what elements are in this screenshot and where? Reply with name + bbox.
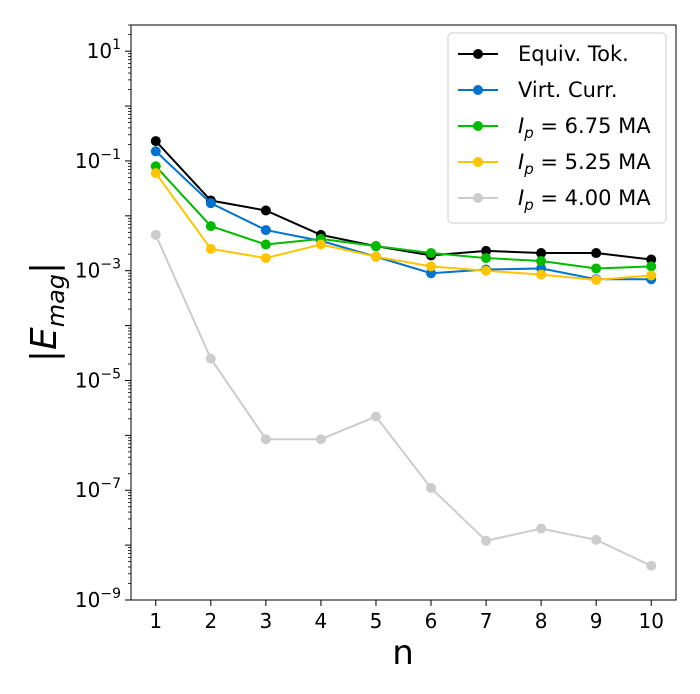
x-tick-label: 1: [149, 609, 162, 633]
y-tick-label: 10−1: [75, 147, 121, 173]
data-point: [591, 248, 602, 259]
data-point: [315, 239, 326, 250]
x-tick-label: 8: [535, 609, 548, 633]
data-point: [315, 434, 326, 445]
data-point: [646, 560, 657, 571]
x-tick-label: 7: [480, 609, 493, 633]
x-tick-label: 4: [315, 609, 328, 633]
legend-marker: [473, 157, 483, 167]
data-point: [205, 221, 216, 232]
y-tick-label: 10−3: [75, 257, 121, 283]
data-point: [150, 161, 161, 172]
legend-label: Ip = 4.00 MA: [518, 186, 651, 214]
data-point: [481, 253, 492, 264]
x-tick-label: 3: [260, 609, 273, 633]
data-point: [536, 248, 547, 259]
data-point: [426, 261, 437, 272]
data-point: [150, 229, 161, 240]
data-point: [536, 256, 547, 267]
legend-label: Equiv. Tok.: [518, 42, 629, 66]
data-point: [150, 136, 161, 147]
series-line: [154, 234, 652, 567]
x-tick-label: 5: [370, 609, 383, 633]
data-point: [481, 265, 492, 276]
data-point: [536, 523, 547, 534]
x-tick-label: 2: [204, 609, 217, 633]
data-point: [260, 205, 271, 216]
data-point: [646, 261, 657, 272]
data-point: [536, 269, 547, 280]
svg-text:|Emag|: |Emag|: [24, 262, 70, 362]
legend-item: Virt. Curr.: [458, 78, 618, 102]
series-line: [155, 165, 652, 270]
data-point: [481, 245, 492, 256]
x-axis-label: n: [392, 633, 414, 673]
legend-item: Ip = 5.25 MA: [458, 150, 651, 178]
data-point: [591, 274, 602, 285]
data-point: [205, 198, 216, 209]
series-line: [155, 140, 652, 261]
legend-label: Ip = 6.75 MA: [518, 114, 651, 142]
data-point: [646, 254, 657, 265]
data-point: [150, 146, 161, 157]
data-point: [205, 353, 216, 364]
data-point: [260, 434, 271, 445]
series-3: [150, 161, 657, 274]
data-point: [205, 243, 216, 254]
legend-marker: [473, 85, 483, 95]
y-tick-label: 10−7: [75, 476, 121, 502]
legend: Equiv. Tok. Virt. Curr. Ip = 6.75 MA Ip = 5…: [447, 32, 667, 224]
y-tick-label: 10−9: [75, 586, 121, 612]
legend-box: [447, 32, 667, 224]
data-point: [260, 239, 271, 250]
x-tick-label: 6: [425, 609, 438, 633]
legend-item: Equiv. Tok.: [458, 42, 629, 66]
y-tick-label: 101: [87, 37, 121, 63]
y-tick-label: 10−5: [75, 366, 121, 392]
data-point: [481, 535, 492, 546]
y-axis-label: |Emag|: [24, 262, 70, 362]
data-point: [370, 411, 381, 422]
plot-frame: [130, 24, 677, 601]
series-line: [155, 150, 652, 281]
data-point: [426, 268, 437, 279]
series-line: [154, 172, 652, 281]
data-point: [646, 270, 657, 281]
legend-label: Virt. Curr.: [518, 78, 618, 102]
data-point: [426, 248, 437, 259]
data-point: [370, 241, 381, 252]
legend-marker: [473, 193, 483, 203]
legend-label: Ip = 5.25 MA: [518, 150, 651, 178]
data-point: [591, 534, 602, 545]
series-4: [150, 168, 657, 285]
data-point: [426, 482, 437, 493]
x-tick-label: 9: [590, 609, 603, 633]
series-5: [150, 229, 657, 571]
legend-marker: [473, 49, 483, 59]
legend-marker: [473, 121, 483, 131]
data-point: [260, 253, 271, 264]
legend-item: Ip = 6.75 MA: [458, 114, 651, 142]
legend-item: Ip = 4.00 MA: [458, 186, 651, 214]
x-tick-label: 10: [639, 609, 664, 633]
data-point: [591, 263, 602, 274]
data-point: [370, 251, 381, 262]
data-point: [150, 168, 161, 179]
data-point: [260, 225, 271, 236]
